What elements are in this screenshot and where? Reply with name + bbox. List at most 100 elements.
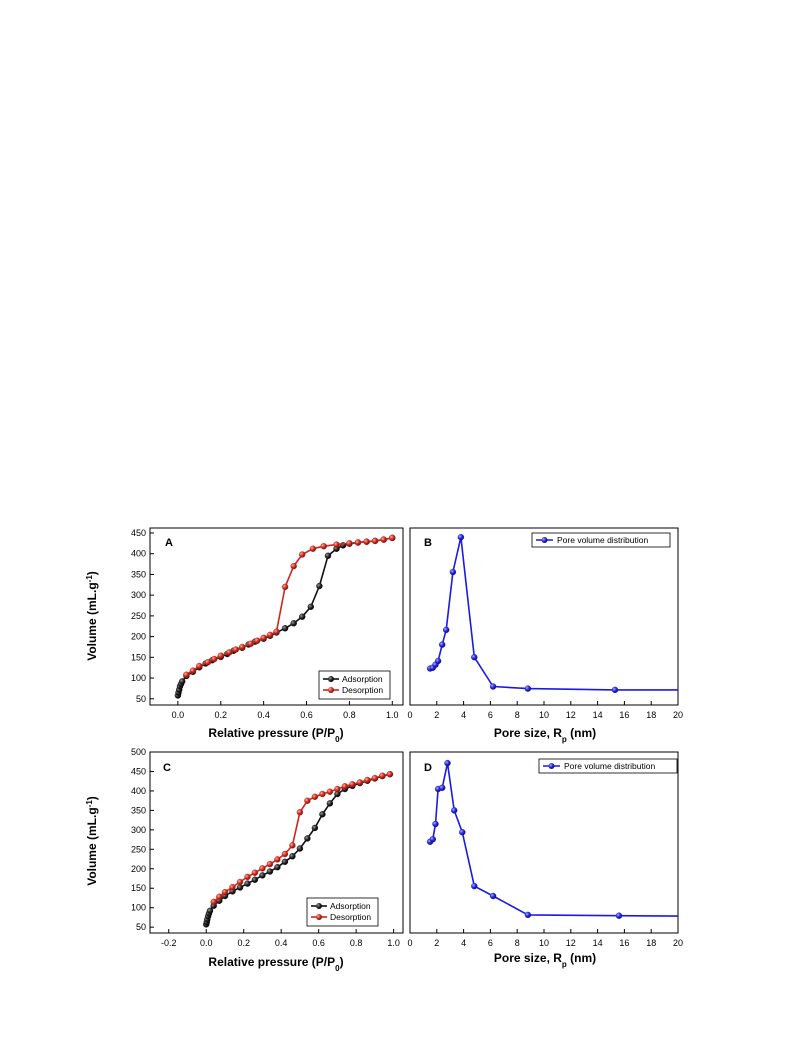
panel-c-ytick-label: 200	[131, 864, 146, 874]
panel-a-ytick-label: 400	[131, 549, 146, 559]
panel-c-desorption-point	[281, 850, 289, 858]
panel-d-pore-volume-distribution-point	[429, 836, 436, 843]
legend-adsorption-marker	[316, 903, 322, 909]
panel-c-desorption-point	[274, 856, 281, 863]
panel-c-xtick-label: 0.8	[350, 938, 363, 948]
legend-desorption-label: Desorption	[330, 912, 371, 922]
panel-a-desorption-point	[371, 537, 379, 545]
panel-a-desorption-point	[281, 583, 289, 591]
panel-c-desorption-point	[364, 776, 371, 784]
panel-c-desorption-point	[386, 771, 394, 778]
panel-a-adsorption-point	[307, 603, 314, 610]
panel-b-xtick-label: 6	[488, 710, 493, 720]
panel-d-pore-volume-distribution-point	[459, 829, 466, 836]
panel-a-adsorption-point	[324, 552, 332, 559]
panel-c-ytick-label: 350	[131, 805, 146, 815]
panel-c-ytick-label: 250	[131, 844, 146, 854]
panel-b-pore-volume-distribution-line	[429, 536, 678, 691]
panel-a-desorption-point	[204, 659, 212, 666]
panel-a-desorption-point	[363, 538, 370, 545]
panel-d-xtick-label: 0	[407, 938, 412, 948]
panel-a-xtick-label: 0.8	[343, 710, 356, 720]
panel-c-desorption-point	[251, 869, 259, 876]
panel-a-desorption-line	[185, 537, 393, 676]
panel-b-xtick-label: 16	[619, 710, 629, 720]
panel-a-frame	[149, 527, 404, 706]
panel-b-xtick-label: 18	[646, 710, 656, 720]
panel-b-legend: Pore volume distribution	[531, 532, 671, 548]
panel-d-xtick-label: 6	[488, 938, 493, 948]
panel-a-xtick-label: 1.0	[386, 710, 399, 720]
legend-pore-marker	[541, 537, 548, 543]
panel-c-desorption-point	[210, 898, 217, 906]
panel-c-desorption-point	[296, 809, 304, 816]
panel-a-ytick-label: 200	[131, 632, 146, 642]
panel-a-desorption-point	[238, 643, 246, 651]
panel-a-desorption-point	[189, 667, 197, 674]
panel-c-adsorption-point	[319, 811, 326, 818]
panel-a-ytick-label: 250	[131, 611, 146, 621]
panel-c-desorption-point	[221, 888, 229, 896]
panel-a-desorption-point	[290, 562, 297, 570]
panel-a-adsorption-point	[299, 613, 306, 620]
panel-c-adsorption-point	[274, 864, 281, 871]
panel-a-desorption-point	[247, 640, 255, 647]
panel-d-xtick-label: 12	[566, 938, 576, 948]
panel-c-adsorption-point	[259, 872, 266, 879]
panel-a-desorption-point	[232, 646, 240, 653]
panel-b-pore-volume-distribution-point	[524, 685, 532, 692]
panel-c-desorption-point	[289, 842, 296, 849]
panel-d-xtick-label: 8	[515, 938, 520, 948]
panel-b-xtick-label: 4	[461, 710, 466, 720]
panel-c-legend: Adsorption Desorption	[306, 897, 379, 927]
panel-b-label: B	[424, 537, 432, 549]
panel-c-adsorption-point	[289, 853, 296, 860]
panel-c-desorption-point	[236, 878, 244, 886]
panel-b-pore-volume-distribution-point	[443, 626, 450, 634]
panel-a-desorption-point	[226, 649, 233, 656]
panel-a-desorption-point	[380, 536, 387, 543]
panel-c-ytick-label: 450	[131, 766, 146, 776]
panel-b-pore-volume-distribution-point	[434, 657, 442, 665]
panel-c-xtick-label: 0.4	[275, 938, 288, 948]
panel-a-ytick-label: 450	[131, 528, 146, 538]
panel-c-desorption-point	[229, 883, 236, 891]
panel-a-desorption-point	[196, 662, 203, 670]
panel-a-desorption-point	[273, 628, 280, 635]
panel-a-desorption-point	[309, 545, 317, 552]
panel-d-xtick-label: 4	[461, 938, 466, 948]
panel-d-legend: Pore volume distribution	[538, 758, 678, 774]
panel-d-pore-volume-distribution-point	[432, 820, 439, 828]
panel-a-ytick-label: 300	[131, 590, 146, 600]
panel-a-xtick-label: 0.6	[300, 710, 313, 720]
panel-c-adsorption-point	[244, 880, 251, 887]
panel-a-desorption-point	[217, 652, 225, 659]
panel-c-frame	[149, 751, 404, 934]
panel-b-xtick-label: 12	[566, 710, 576, 720]
legend-adsorption-label: Adsorption	[330, 901, 371, 911]
panel-c-desorption-point	[349, 781, 356, 788]
panel-d-xtick-label: 20	[673, 938, 683, 948]
panel-c-xtick-label: 0.0	[200, 938, 213, 948]
panel-a-desorption-point	[389, 534, 396, 542]
panel-a-adsorption-point	[178, 678, 186, 685]
panel-b-xtick-label: 20	[673, 710, 683, 720]
panel-c-ytick-label: 150	[131, 883, 146, 893]
panel-c-xtick-label: 1.0	[387, 938, 400, 948]
panel-d: D Pore size, Rp (nm) Pore volume distrib…	[407, 751, 683, 969]
panel-c-xtick-label: 0.2	[237, 938, 250, 948]
panel-c: C Volume (mL.g-1) Relative pressure (P/P…	[85, 747, 404, 973]
panel-c-desorption-point	[304, 797, 311, 804]
panel-c-desorption-point	[326, 788, 334, 795]
legend-pore-marker	[548, 763, 555, 769]
panel-c-adsorption-point	[251, 876, 259, 883]
panel-c-ytick-label: 400	[131, 786, 146, 796]
panel-c-ytick-label: 300	[131, 825, 146, 835]
panel-a-desorption-point	[211, 655, 218, 663]
panel-c-ylabel: Volume (mL.g-1)	[85, 796, 100, 886]
panel-d-xtick-label: 18	[646, 938, 656, 948]
panel-a-adsorption-point	[290, 620, 297, 627]
panel-a-xtick-label: 0.2	[214, 710, 227, 720]
legend-adsorption-marker	[328, 676, 334, 682]
